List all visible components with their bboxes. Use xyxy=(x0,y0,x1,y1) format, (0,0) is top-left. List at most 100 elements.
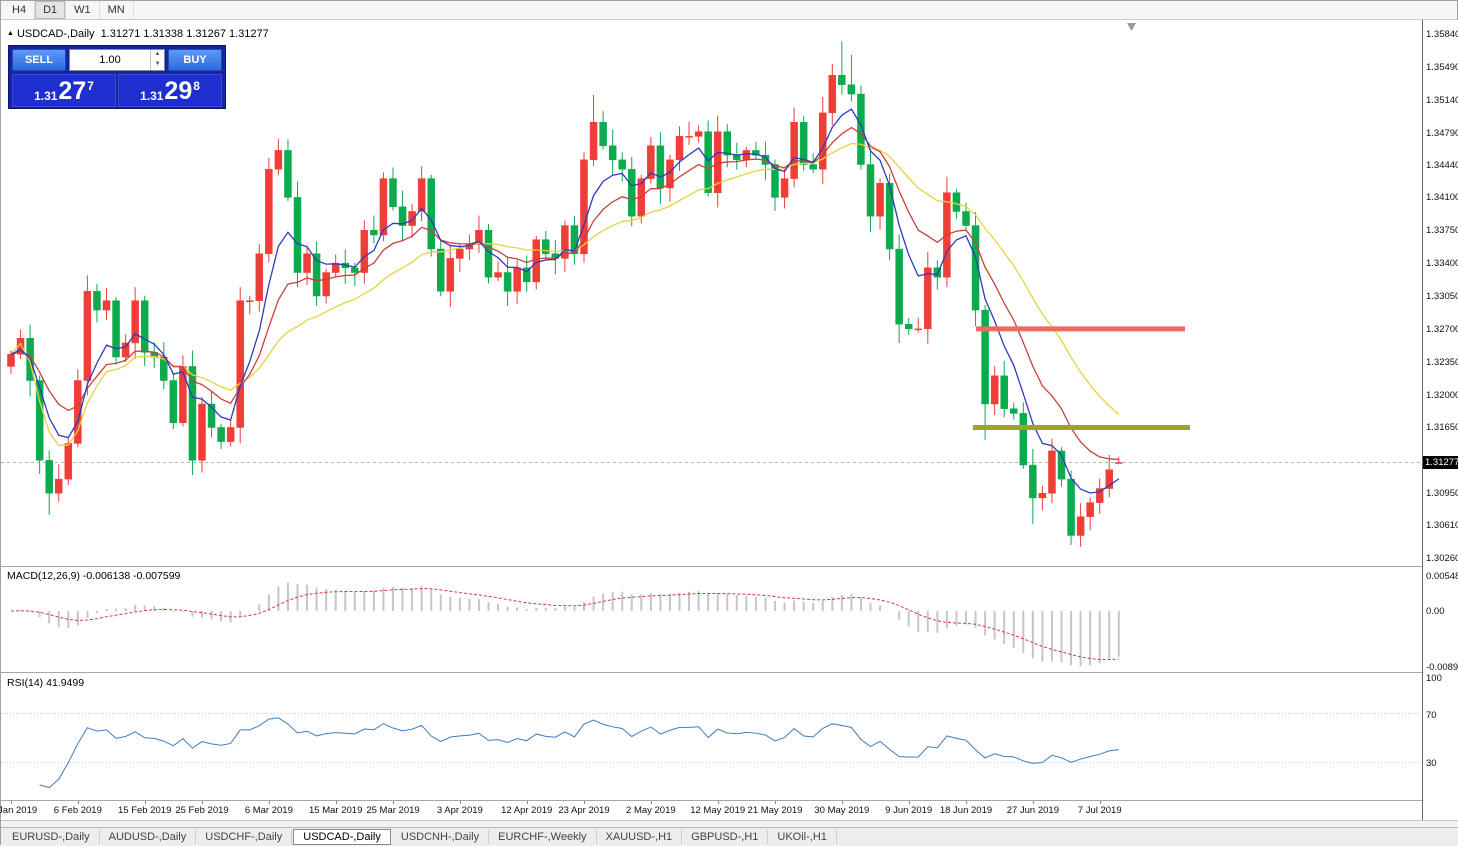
time-tick xyxy=(717,801,719,804)
macd-scale-label: 0.005484 xyxy=(1426,571,1458,582)
buy-button[interactable]: BUY xyxy=(168,49,222,71)
date-label: 25 Mar 2019 xyxy=(366,805,420,816)
rsi-value: 41.9499 xyxy=(46,677,85,689)
time-tick xyxy=(393,801,394,804)
timeframe-toolbar: H4 D1 W1 MN xyxy=(1,1,1457,20)
time-tick xyxy=(202,801,203,804)
one-click-trading-panel: SELL 1.00 ▲ ▼ BUY 1.31 27 7 1.31 29 8 xyxy=(8,45,226,109)
symbol-tab-usdcad-daily[interactable]: USDCAD-,Daily xyxy=(293,829,391,845)
panel-separator-timescale xyxy=(1,800,1458,801)
time-tick xyxy=(144,801,146,804)
time-tick xyxy=(77,801,79,804)
date-label: 9 Jun 2019 xyxy=(885,805,933,816)
macd-signal-line xyxy=(10,588,1119,661)
symbol-tab-usdchf-daily[interactable]: USDCHF-,Daily xyxy=(196,830,293,844)
date-label: 3 Apr 2019 xyxy=(436,805,483,816)
symbol-tab-xauusd-h1[interactable]: XAUUSD-,H1 xyxy=(597,830,683,844)
panel-separator-macd[interactable] xyxy=(1,566,1458,567)
rsi-line xyxy=(39,717,1119,789)
symbol-tab-ukoil-h1[interactable]: UKOil-,H1 xyxy=(768,830,837,844)
volume-spinner: ▲ ▼ xyxy=(150,50,164,70)
volume-field[interactable]: 1.00 ▲ ▼ xyxy=(69,49,165,71)
moving-averages xyxy=(10,108,1120,494)
buy-price-big: 29 xyxy=(164,77,193,105)
date-label: 25 Feb 2019 xyxy=(175,805,229,816)
date-label: 23 Apr 2019 xyxy=(558,805,610,816)
volume-increment-icon[interactable]: ▲ xyxy=(154,51,161,57)
chart-tab-bar: EURUSD-,Daily AUDUSD-,Daily USDCHF-,Daily U… xyxy=(1,827,1458,846)
time-tick xyxy=(584,801,585,804)
price-axis-label: 1.30260 xyxy=(1426,553,1458,565)
panel-separator-rsi[interactable] xyxy=(1,672,1458,673)
macd-indicator-label: MACD(12,26,9) -0.006138 -0.007599 xyxy=(7,570,181,582)
rsi-scale-label: 100 xyxy=(1426,673,1442,684)
timeframe-button-h4[interactable]: H4 xyxy=(4,1,36,19)
chart-ohlc-values: 1.31271 1.31338 1.31267 1.31277 xyxy=(100,28,269,40)
price-axis-label: 1.35840 xyxy=(1426,28,1458,40)
date-label: 12 May 2019 xyxy=(690,805,746,816)
price-axis-label: 1.35490 xyxy=(1426,61,1458,73)
price-axis-label: 1.33400 xyxy=(1426,258,1458,270)
price-axis-label: 1.32350 xyxy=(1426,356,1458,368)
date-label: 12 Apr 2019 xyxy=(501,805,553,816)
symbol-tab-audusd-daily[interactable]: AUDUSD-,Daily xyxy=(100,830,197,844)
buy-price-pip: 8 xyxy=(193,79,200,93)
symbol-tab-eurchf-weekly[interactable]: EURCHF-,Weekly xyxy=(489,830,597,844)
sell-price-prefix: 1.31 xyxy=(34,89,58,103)
chart-symbol-label: USDCAD-,Daily xyxy=(16,28,95,40)
timeframe-button-d1[interactable]: D1 xyxy=(35,1,67,19)
macd-values: -0.006138 -0.007599 xyxy=(82,570,181,582)
macd-scale-label: 0.00 xyxy=(1426,606,1445,617)
ma-mid-red xyxy=(10,126,1119,461)
price-axis-label: 1.34440 xyxy=(1426,160,1458,172)
timeframe-button-w1[interactable]: W1 xyxy=(66,1,100,19)
date-label: 15 Feb 2019 xyxy=(118,805,172,816)
buy-price-prefix: 1.31 xyxy=(140,89,164,103)
date-label: 27 Jun 2019 xyxy=(1006,805,1059,816)
sell-button[interactable]: SELL xyxy=(12,49,66,71)
time-tick xyxy=(526,801,528,804)
time-tick xyxy=(1099,801,1101,804)
date-label: 6 Feb 2019 xyxy=(53,805,102,816)
price-scale[interactable]: 1.35840 1.35490 1.35140 1.34790 1.34440 1.341… xyxy=(1422,20,1458,820)
ma-fast-blue xyxy=(10,108,1120,494)
time-tick xyxy=(650,801,652,804)
volume-value[interactable]: 1.00 xyxy=(99,54,121,66)
date-label: 6 Mar 2019 xyxy=(244,805,293,816)
trend-lines[interactable] xyxy=(973,326,1190,430)
date-label: 2 May 2019 xyxy=(626,805,676,816)
macd-panel xyxy=(10,582,1120,666)
time-tick xyxy=(1032,801,1034,804)
symbol-tab-usdcnh-daily[interactable]: USDCNH-,Daily xyxy=(392,830,490,844)
volume-decrement-icon[interactable]: ▼ xyxy=(154,61,161,67)
timeframe-button-mn[interactable]: MN xyxy=(100,1,134,19)
expand-marker-icon: ▲ xyxy=(7,30,14,37)
rsi-panel xyxy=(1,713,1422,789)
time-tick xyxy=(966,801,967,804)
time-tick xyxy=(841,801,843,804)
price-axis-label: 1.34100 xyxy=(1426,192,1458,204)
price-axis-label: 1.35140 xyxy=(1426,94,1458,106)
chart-canvas[interactable] xyxy=(1,1,1422,827)
sell-price-big: 27 xyxy=(58,77,87,105)
date-label: 21 May 2019 xyxy=(747,805,803,816)
macd-scale-label: -0.008977 xyxy=(1426,662,1458,673)
time-tick xyxy=(335,801,337,804)
chart-shift-marker-icon xyxy=(1127,23,1136,31)
date-label: 18 Jun 2019 xyxy=(939,805,993,816)
candles xyxy=(7,41,1123,547)
sell-price-display[interactable]: 1.31 27 7 xyxy=(12,74,116,107)
symbol-tab-eurusd-daily[interactable]: EURUSD-,Daily xyxy=(3,830,100,844)
current-price-tag: 1.31277 xyxy=(1423,455,1458,469)
rsi-scale-label: 30 xyxy=(1426,758,1437,770)
symbol-tab-gbpusd-h1[interactable]: GBPUSD-,H1 xyxy=(682,830,769,844)
buy-price-display[interactable]: 1.31 29 8 xyxy=(118,74,222,107)
price-axis-label: 1.30610 xyxy=(1426,520,1458,532)
price-axis-label: 1.34790 xyxy=(1426,127,1458,139)
chart-header: ▲ USDCAD-,Daily 1.31271 1.31338 1.31267 1.… xyxy=(7,28,269,40)
date-label: 30 May 2019 xyxy=(814,805,870,816)
price-axis-label: 1.33750 xyxy=(1426,225,1458,237)
time-tick xyxy=(11,801,12,804)
